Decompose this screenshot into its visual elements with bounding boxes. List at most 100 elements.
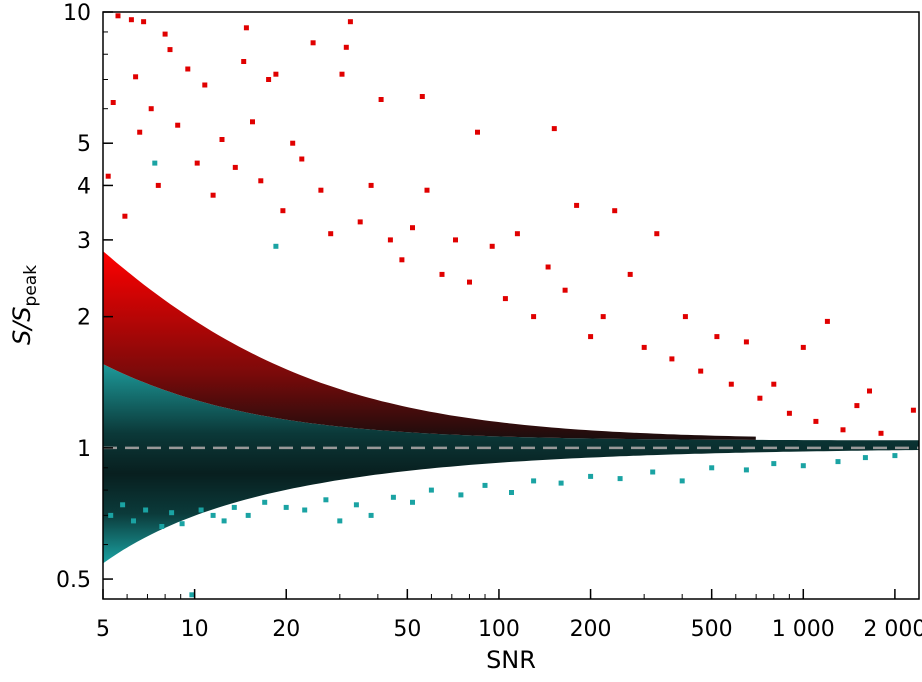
- scatter-point: [910, 407, 916, 413]
- scatter-point: [283, 504, 289, 510]
- scatter-point: [115, 13, 121, 19]
- x-tick-label: 5: [96, 617, 110, 642]
- scatter-point: [202, 82, 208, 88]
- y-tick-label: 4: [77, 174, 91, 199]
- scatter-point: [824, 318, 830, 324]
- scatter-point: [148, 106, 154, 112]
- scatter-point: [328, 231, 334, 237]
- scatter-point: [357, 219, 363, 225]
- scatter-point: [198, 507, 204, 513]
- scatter-point: [410, 225, 415, 231]
- scatter-point: [878, 430, 884, 436]
- scatter-point: [728, 381, 734, 387]
- scatter-point: [698, 368, 704, 374]
- red-series-points: [105, 13, 916, 436]
- scatter-point: [600, 314, 606, 320]
- scatter-point: [588, 334, 594, 340]
- scatter-point: [545, 264, 551, 270]
- scatter-point: [137, 129, 143, 135]
- scatter-point: [509, 490, 514, 495]
- scatter-point: [353, 502, 359, 508]
- scatter-point: [854, 403, 860, 409]
- x-axis-label: SNR: [486, 646, 536, 674]
- scatter-point: [232, 164, 238, 170]
- scatter-point: [299, 156, 305, 162]
- scatter-point: [428, 487, 434, 493]
- scatter-point: [210, 512, 216, 518]
- x-axis-ticks: 5 10 20 50 100 200 500 1 000 2 000: [96, 589, 922, 642]
- scatter-point: [551, 126, 557, 132]
- scatter-point: [175, 122, 181, 128]
- scatter-point: [337, 518, 343, 524]
- scatter-point: [453, 237, 458, 243]
- scatter-point: [813, 418, 819, 424]
- y-tick-label: 0.5: [56, 568, 91, 593]
- scatter-point: [189, 592, 195, 598]
- scatter-point: [502, 296, 508, 302]
- scatter-point: [419, 94, 425, 99]
- scatter-point: [221, 518, 227, 524]
- scatter-point: [162, 31, 168, 37]
- plot-frame: [102, 11, 920, 600]
- scatter-point: [120, 502, 126, 508]
- scatter-point: [489, 243, 495, 249]
- x-tick-label: 50: [393, 617, 421, 642]
- scatter-point: [424, 187, 430, 193]
- x-tick-label: 100: [478, 617, 520, 642]
- scatter-point: [786, 410, 792, 416]
- scatter-point: [133, 74, 139, 80]
- scatter-point: [709, 465, 715, 471]
- scatter-point: [439, 271, 445, 277]
- y-axis-label: S/Speak: [8, 265, 41, 345]
- scatter-point: [771, 381, 777, 387]
- y-tick-label: 1: [77, 437, 91, 462]
- scatter-point: [562, 287, 568, 293]
- x-tick-label: 2 000: [863, 617, 922, 642]
- scatter-point: [141, 19, 147, 25]
- scatter-point: [128, 17, 134, 23]
- scatter-point: [290, 140, 296, 146]
- scatter-point: [250, 119, 255, 125]
- scatter-point: [302, 507, 308, 513]
- scatter-point: [152, 160, 158, 166]
- scatter-point: [339, 71, 345, 77]
- scatter-point: [210, 192, 216, 198]
- scatter-point: [482, 482, 488, 488]
- scatter-point: [714, 334, 720, 340]
- scatter-point: [258, 178, 264, 184]
- scatter-point: [743, 467, 749, 473]
- y-axis-label-sub: peak: [21, 265, 41, 307]
- y-axis-ticks: 0.5 1 2 3 4 5 10: [56, 1, 113, 593]
- scatter-point: [410, 499, 415, 505]
- x-tick-label: 10: [181, 617, 209, 642]
- red-density-band: [103, 251, 756, 440]
- scatter-point: [347, 19, 353, 25]
- scatter-point: [800, 344, 806, 350]
- scatter-point: [143, 507, 149, 513]
- scatter-point: [514, 231, 520, 237]
- scatter-point: [531, 314, 537, 320]
- scatter-point: [892, 453, 898, 459]
- x-tick-label: 500: [691, 617, 733, 642]
- teal-density-band: [103, 364, 919, 564]
- scatter-point: [835, 459, 841, 465]
- scatter-point: [343, 44, 349, 50]
- scatter-point: [558, 480, 564, 486]
- scatter-point: [867, 388, 872, 394]
- scatter-point: [467, 279, 472, 285]
- scatter-point: [588, 473, 594, 479]
- scatter-point: [273, 243, 279, 249]
- scatter-point: [185, 66, 191, 72]
- scatter-point: [612, 208, 618, 214]
- scatter-point: [390, 494, 396, 500]
- scatter-point: [641, 344, 647, 350]
- scatter-point: [167, 47, 173, 53]
- scatter-point: [617, 476, 623, 482]
- y-tick-label: 10: [63, 1, 91, 26]
- scatter-point: [219, 137, 225, 142]
- scatter-point: [131, 518, 136, 524]
- scatter-point: [155, 182, 161, 188]
- scatter-point: [318, 187, 324, 193]
- scatter-point: [862, 455, 868, 461]
